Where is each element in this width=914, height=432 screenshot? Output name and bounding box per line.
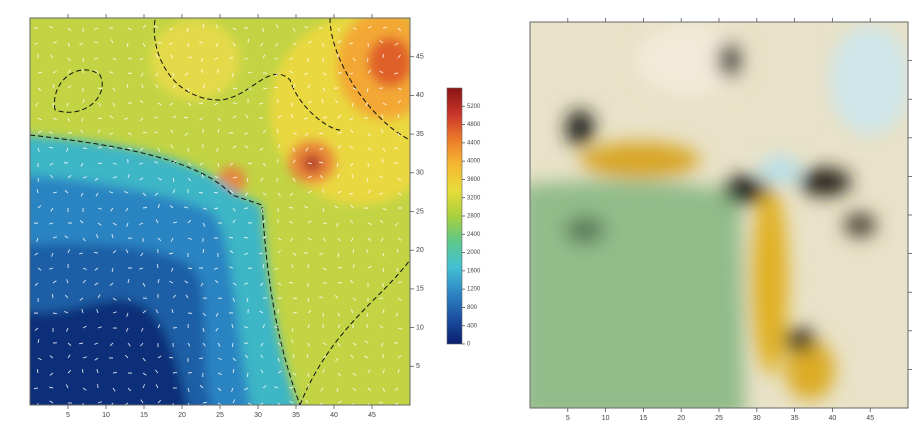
colorbar-tick-label: 2400 xyxy=(467,232,481,238)
flow-arrow xyxy=(277,159,278,163)
x-tick-label: 30 xyxy=(254,412,262,419)
colorbar-tick-label: 2800 xyxy=(467,214,481,220)
colorbar-tick-label: 1600 xyxy=(467,268,481,274)
x-tick-label: 10 xyxy=(102,412,110,419)
y-tick-label: 20 xyxy=(416,247,424,254)
flow-arrow xyxy=(38,178,39,182)
x-tick-label: 5 xyxy=(66,412,70,419)
colorbar-tick-label: 4800 xyxy=(467,122,481,128)
flow-arrow xyxy=(293,298,297,299)
field-right xyxy=(520,10,914,420)
x-tick-label: 15 xyxy=(140,412,148,419)
y-tick-label: 30 xyxy=(416,170,424,177)
flow-arrow xyxy=(338,282,342,283)
colorbar-tick-label: 3200 xyxy=(467,195,481,201)
colorbar-tick-label: 5200 xyxy=(467,104,481,110)
colorbar-tick-label: 3600 xyxy=(467,177,481,183)
flow-arrow xyxy=(98,88,102,89)
flow-arrow xyxy=(338,253,339,257)
flow-arrow xyxy=(157,264,158,268)
flow-arrow xyxy=(308,298,309,302)
y-tick-label: 25 xyxy=(416,208,424,215)
x-tick-label: 20 xyxy=(178,412,186,419)
colorbar xyxy=(447,88,462,344)
x-tick-label: 5 xyxy=(566,415,570,422)
flow-arrow xyxy=(397,249,398,253)
colorbar-tick-label: 4400 xyxy=(467,140,481,146)
colorbar-tick-label: 4000 xyxy=(467,159,481,165)
flow-arrow xyxy=(323,313,324,317)
y-tick-label: 40 xyxy=(416,92,424,99)
flow-arrow xyxy=(248,39,249,43)
flow-arrow xyxy=(383,268,384,272)
colorbar-tick-label: 1200 xyxy=(467,287,481,293)
flow-arrow xyxy=(83,148,87,149)
x-tick-label: 25 xyxy=(216,412,224,419)
figure: 5 10 15 20 25 30 35 40 45 5 10 15 20 25 30 35 40 45 0 400 80… xyxy=(0,0,914,432)
field-left xyxy=(20,10,450,415)
colorbar-tick-label: 0 xyxy=(467,342,471,348)
x-tick-label: 40 xyxy=(829,415,837,422)
flow-arrow xyxy=(188,88,189,92)
flow-arrow xyxy=(263,88,267,89)
flow-arrow xyxy=(379,298,383,299)
x-tick-label: 10 xyxy=(602,415,610,422)
x-tick-label: 45 xyxy=(368,412,376,419)
flow-arrow xyxy=(232,343,233,347)
x-tick-label: 35 xyxy=(791,415,799,422)
colorbar-tick-label: 400 xyxy=(467,323,478,329)
colorbar-tick-label: 800 xyxy=(467,305,478,311)
flow-arrow xyxy=(367,58,368,62)
x-tick-label: 40 xyxy=(330,412,338,419)
y-tick-label: 15 xyxy=(416,286,424,293)
y-tick-label: 5 xyxy=(416,363,420,370)
y-tick-label: 10 xyxy=(416,324,424,331)
flow-arrow xyxy=(113,372,117,373)
x-tick-label: 35 xyxy=(292,412,300,419)
flow-arrow xyxy=(289,207,293,208)
x-tick-label: 25 xyxy=(715,415,723,422)
x-tick-label: 45 xyxy=(866,415,874,422)
x-tick-label: 15 xyxy=(640,415,648,422)
flow-arrow xyxy=(278,309,279,313)
y-tick-label: 35 xyxy=(416,131,424,138)
y-tick-label: 45 xyxy=(416,54,424,61)
flow-arrow xyxy=(82,369,83,373)
flow-arrow xyxy=(128,73,132,74)
flow-arrow xyxy=(173,372,177,373)
flow-arrow xyxy=(143,207,147,208)
x-tick-label: 20 xyxy=(677,415,685,422)
x-tick-label: 30 xyxy=(753,415,761,422)
colorbar-tick-label: 2000 xyxy=(467,250,481,256)
flow-arrow xyxy=(199,103,203,104)
